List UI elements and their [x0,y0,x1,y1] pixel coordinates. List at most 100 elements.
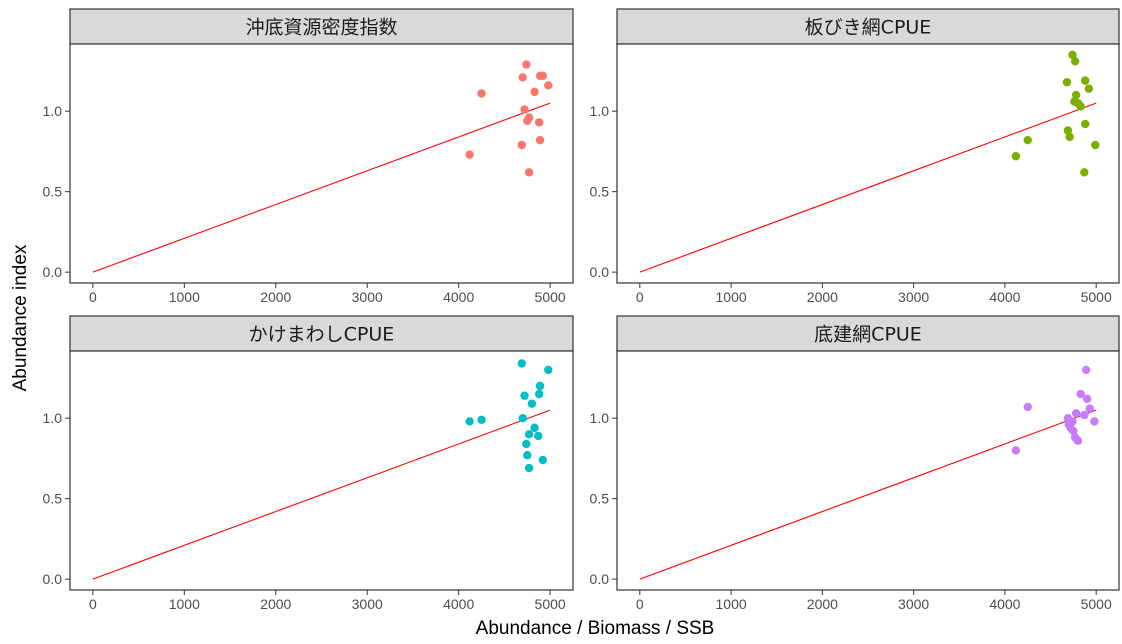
data-point [538,71,548,80]
facet-strip [69,8,574,45]
data-point [1081,76,1090,85]
x-tick-label: 5000 [1081,289,1112,305]
data-point [1063,126,1073,135]
data-point [477,89,486,98]
data-point [518,413,527,423]
x-tick-label: 3000 [898,596,929,612]
data-point [518,73,527,82]
y-tick-label: 0.5 [590,184,610,200]
x-tick-label: 0 [636,289,644,305]
facet-panel: かけまわしCPUE 0 1000 2000 3000 4000 5000 0.0 0.5 1.0 [43,315,574,612]
data-point [1070,57,1080,66]
facet-panel: 沖底資源密度指数 0 1000 2000 3000 4000 5000 0.0 0.5 1.0 [43,8,574,305]
y-tick-label: 0.0 [43,264,63,280]
data-point [538,455,548,465]
data-point [1023,402,1032,412]
data-point [544,81,553,90]
plot-panel [69,350,574,591]
x-tick-label: 2000 [807,289,838,305]
data-point [1071,90,1081,100]
data-point [520,391,529,400]
x-tick-label: 5000 [1081,596,1112,612]
data-point [527,399,537,408]
data-point [524,463,534,473]
x-tick-label: 2000 [260,596,291,612]
data-point [1081,119,1090,129]
data-point [1085,404,1094,413]
data-point [534,389,544,399]
x-axis-title: Abundance / Biomass / SSB [476,618,715,639]
x-tick-label: 0 [89,289,97,305]
fit-line [92,102,551,273]
plot-panel [616,350,1120,591]
facet-title: 板びき網CPUE [805,17,932,39]
y-tick-label: 0.0 [590,264,610,280]
data-point [1065,132,1074,142]
data-point [1068,417,1077,426]
data-point [1062,78,1072,87]
y-tick-label: 0.5 [43,184,63,200]
y-tick-label: 1.0 [590,103,610,119]
data-point [1076,102,1085,111]
y-tick-label: 1.0 [43,410,63,426]
x-tick-label: 1000 [169,289,200,305]
facet-strip [69,315,574,352]
y-tick-label: 0.0 [43,571,63,587]
data-point [522,439,531,449]
data-point [534,118,544,127]
plot-panel [69,43,574,284]
facet-panel: 板びき網CPUE 0 1000 2000 3000 4000 5000 0.0 0.5 1.0 [590,8,1120,305]
data-point [544,365,553,375]
facet-strip [616,315,1120,352]
data-point [524,113,534,122]
data-point [1023,135,1032,145]
data-point [1091,140,1100,150]
data-point [524,168,534,177]
data-point [1073,436,1083,445]
data-point [477,415,486,425]
data-point [520,105,529,114]
data-point [517,140,526,150]
y-tick-label: 0.5 [43,491,63,507]
y-axis-title: Abundance index [10,244,31,391]
x-tick-label: 4000 [443,596,474,612]
data-point [530,423,539,433]
x-tick-label: 2000 [807,596,838,612]
x-tick-label: 0 [636,596,644,612]
data-point [534,431,543,441]
x-tick-label: 5000 [535,596,566,612]
data-point [517,359,526,368]
data-point [523,451,532,460]
data-point [1080,168,1089,177]
x-tick-label: 3000 [352,596,383,612]
facet-title: 底建網CPUE [814,324,922,346]
x-tick-label: 4000 [989,596,1020,612]
data-point [1068,50,1077,60]
data-point [1011,152,1021,161]
facet-title: かけまわしCPUE [249,324,395,346]
y-tick-label: 1.0 [590,410,610,426]
y-tick-label: 1.0 [43,103,63,119]
x-tick-label: 0 [89,596,97,612]
data-point [1082,394,1092,404]
facet-panel: 底建網CPUE 0 1000 2000 3000 4000 5000 0.0 0.5 1.0 [590,315,1120,612]
x-tick-label: 3000 [352,289,383,305]
x-tick-label: 2000 [260,289,291,305]
data-point [465,150,474,159]
data-point [1090,417,1099,426]
x-tick-label: 1000 [716,289,747,305]
data-point [535,381,545,391]
y-tick-label: 0.5 [590,491,610,507]
data-point [1081,365,1091,375]
y-tick-label: 0.0 [590,571,610,587]
x-tick-label: 5000 [535,289,566,305]
data-point [1080,410,1089,420]
data-point [524,430,534,439]
fit-line [92,409,551,580]
data-point [530,87,539,97]
data-point [465,417,474,426]
data-point [1069,426,1078,436]
data-point [1011,446,1021,455]
x-tick-label: 1000 [169,596,200,612]
